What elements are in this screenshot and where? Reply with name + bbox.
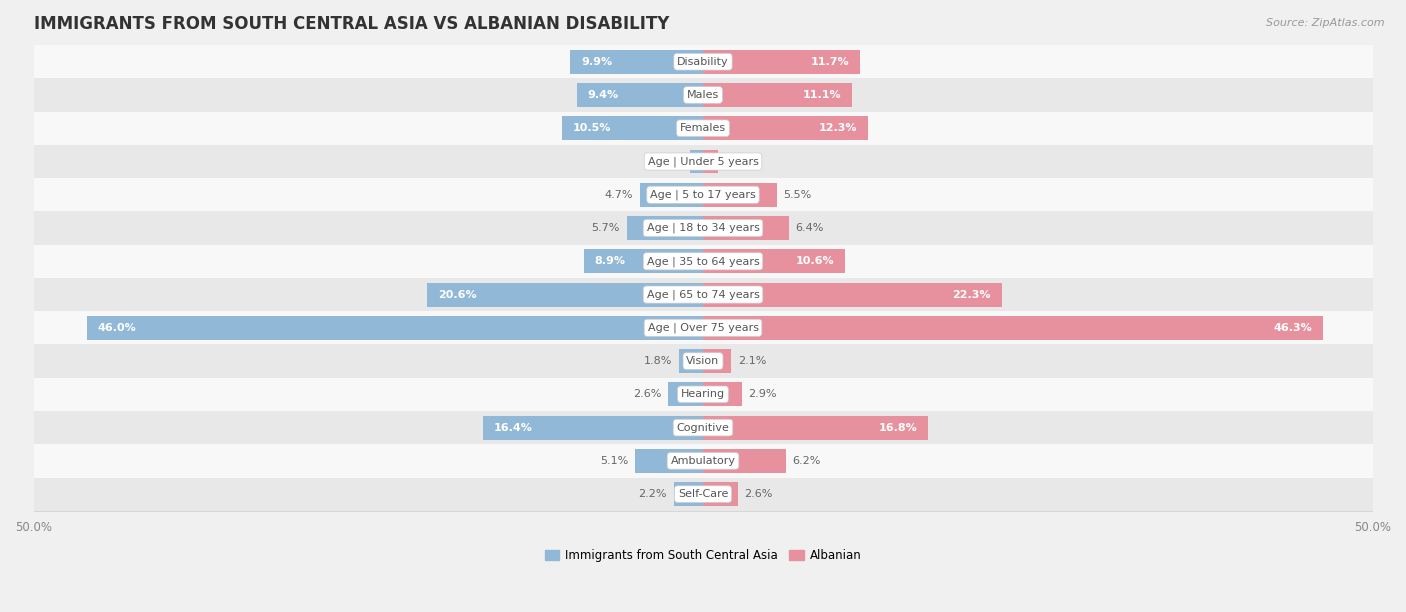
Text: 20.6%: 20.6%	[437, 289, 477, 299]
Text: 5.5%: 5.5%	[783, 190, 811, 200]
Bar	[679, 349, 703, 373]
Bar	[7, 245, 1399, 278]
Bar	[640, 183, 703, 207]
Bar	[668, 382, 703, 406]
Text: Disability: Disability	[678, 57, 728, 67]
Text: 1.0%: 1.0%	[655, 157, 683, 166]
Bar	[627, 216, 703, 240]
Text: 16.8%: 16.8%	[879, 423, 917, 433]
Text: 11.1%: 11.1%	[803, 90, 841, 100]
Text: 1.8%: 1.8%	[644, 356, 672, 366]
Text: 11.7%: 11.7%	[810, 57, 849, 67]
Bar	[703, 416, 928, 439]
Bar	[7, 411, 1399, 444]
Text: 9.4%: 9.4%	[588, 90, 619, 100]
Legend: Immigrants from South Central Asia, Albanian: Immigrants from South Central Asia, Alba…	[540, 545, 866, 567]
Bar	[7, 278, 1399, 311]
Bar	[7, 345, 1399, 378]
Bar	[7, 45, 1399, 78]
Text: 10.5%: 10.5%	[574, 123, 612, 133]
Bar	[673, 482, 703, 506]
Text: Age | Under 5 years: Age | Under 5 years	[648, 156, 758, 166]
Text: 2.6%: 2.6%	[633, 389, 661, 400]
Text: 6.4%: 6.4%	[796, 223, 824, 233]
Bar	[7, 311, 1399, 345]
Text: Ambulatory: Ambulatory	[671, 456, 735, 466]
Bar	[703, 149, 717, 173]
Bar	[703, 183, 776, 207]
Bar	[703, 116, 868, 140]
Text: 8.9%: 8.9%	[595, 256, 626, 266]
Bar	[7, 111, 1399, 145]
Bar	[703, 382, 742, 406]
Bar	[703, 316, 1323, 340]
Bar	[7, 178, 1399, 211]
Text: Vision: Vision	[686, 356, 720, 366]
Bar	[703, 83, 852, 107]
Bar	[7, 378, 1399, 411]
Bar	[7, 444, 1399, 477]
Text: 4.7%: 4.7%	[605, 190, 633, 200]
Text: 22.3%: 22.3%	[952, 289, 991, 299]
Text: Age | 35 to 64 years: Age | 35 to 64 years	[647, 256, 759, 267]
Text: 5.7%: 5.7%	[592, 223, 620, 233]
Text: Age | Over 75 years: Age | Over 75 years	[648, 323, 758, 333]
Text: 10.6%: 10.6%	[796, 256, 834, 266]
Text: IMMIGRANTS FROM SOUTH CENTRAL ASIA VS ALBANIAN DISABILITY: IMMIGRANTS FROM SOUTH CENTRAL ASIA VS AL…	[34, 15, 669, 33]
Bar	[571, 50, 703, 73]
Text: 2.2%: 2.2%	[638, 489, 666, 499]
Bar	[703, 449, 786, 473]
Bar	[703, 216, 789, 240]
Text: 6.2%: 6.2%	[793, 456, 821, 466]
Text: Self-Care: Self-Care	[678, 489, 728, 499]
Text: 16.4%: 16.4%	[494, 423, 533, 433]
Text: Hearing: Hearing	[681, 389, 725, 400]
Text: Age | 18 to 34 years: Age | 18 to 34 years	[647, 223, 759, 233]
Bar	[7, 78, 1399, 111]
Text: Cognitive: Cognitive	[676, 423, 730, 433]
Text: Males: Males	[688, 90, 718, 100]
Text: 9.9%: 9.9%	[581, 57, 612, 67]
Bar	[689, 149, 703, 173]
Bar	[427, 283, 703, 307]
Text: 46.3%: 46.3%	[1274, 323, 1312, 333]
Bar	[7, 145, 1399, 178]
Bar	[703, 482, 738, 506]
Bar	[703, 349, 731, 373]
Text: 2.9%: 2.9%	[748, 389, 778, 400]
Text: Age | 5 to 17 years: Age | 5 to 17 years	[650, 190, 756, 200]
Text: 2.1%: 2.1%	[738, 356, 766, 366]
Text: 5.1%: 5.1%	[600, 456, 628, 466]
Text: Females: Females	[681, 123, 725, 133]
Bar	[576, 83, 703, 107]
Bar	[634, 449, 703, 473]
Bar	[703, 249, 845, 274]
Text: 1.1%: 1.1%	[724, 157, 752, 166]
Bar	[484, 416, 703, 439]
Text: 2.6%: 2.6%	[745, 489, 773, 499]
Bar	[703, 283, 1001, 307]
Text: 12.3%: 12.3%	[818, 123, 858, 133]
Bar	[7, 477, 1399, 511]
Text: Age | 65 to 74 years: Age | 65 to 74 years	[647, 289, 759, 300]
Bar	[7, 211, 1399, 245]
Text: Source: ZipAtlas.com: Source: ZipAtlas.com	[1267, 18, 1385, 28]
Bar	[583, 249, 703, 274]
Bar	[562, 116, 703, 140]
Text: 46.0%: 46.0%	[98, 323, 136, 333]
Bar	[87, 316, 703, 340]
Bar	[703, 50, 859, 73]
